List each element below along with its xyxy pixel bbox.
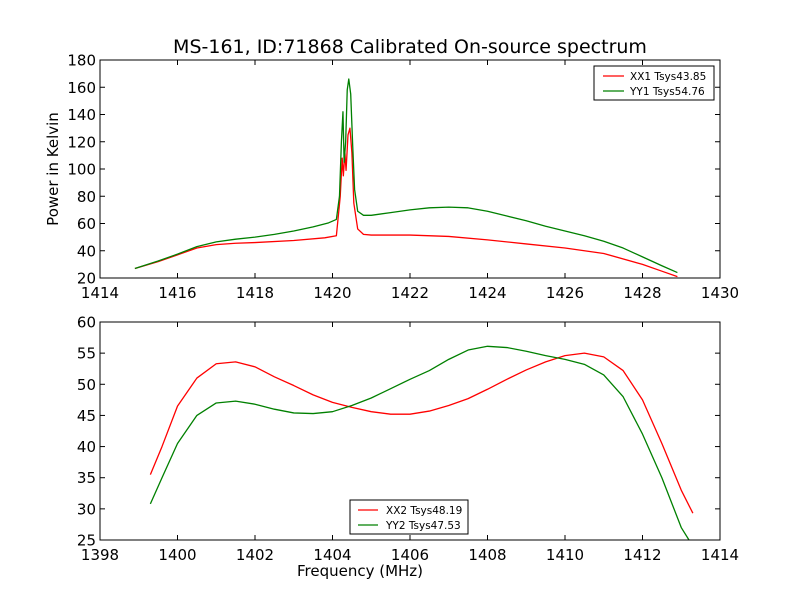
y-tick-label: 20 bbox=[77, 270, 96, 288]
y-tick-label: 100 bbox=[67, 161, 96, 179]
x-tick-label: 1412 bbox=[623, 546, 661, 564]
y-tick-label: 25 bbox=[77, 532, 96, 550]
series-line-2 bbox=[134, 78, 678, 274]
spectrum-panel-bottom: 1398 1400 1402 1404 1406 1408 1410 1412 1414 25 30… bbox=[77, 314, 739, 581]
legend: XX1 Tsys43.85 YY1 Tsys54.76 bbox=[593, 65, 715, 101]
series-line-1 bbox=[134, 127, 678, 278]
legend: XX2 Tsys48.19 YY2 Tsys47.53 bbox=[349, 499, 469, 535]
y-tick-label: 35 bbox=[77, 469, 96, 487]
x-tick-label: 1408 bbox=[468, 546, 506, 564]
x-tick-label: 1424 bbox=[468, 284, 506, 302]
legend-label-1: XX2 Tsys48.19 bbox=[386, 505, 462, 517]
y-tick-label: 45 bbox=[77, 407, 96, 425]
y-tick-label: 60 bbox=[77, 314, 96, 332]
x-tick-label: 1426 bbox=[546, 284, 584, 302]
x-tick-label: 1418 bbox=[236, 284, 274, 302]
y-tick-label: 40 bbox=[77, 242, 96, 260]
legend-label-2: YY1 Tsys54.76 bbox=[629, 86, 705, 98]
y-tick-label: 80 bbox=[77, 188, 96, 206]
x-tick-label: 1420 bbox=[313, 284, 351, 302]
y-tick-label: 160 bbox=[67, 79, 96, 97]
y-axis-label: Power in Kelvin bbox=[44, 112, 62, 226]
y-tick-label: 30 bbox=[77, 500, 96, 518]
series-line-2 bbox=[149, 345, 690, 540]
y-tick-label: 120 bbox=[67, 133, 96, 151]
x-tick-label: 1398 bbox=[81, 546, 119, 564]
legend-label-2: YY2 Tsys47.53 bbox=[385, 520, 461, 532]
spectrum-panel-top: 1414 1416 1418 1420 1422 1424 1426 1428 1430 20 40… bbox=[44, 52, 739, 303]
x-tick-label: 1430 bbox=[701, 284, 739, 302]
x-tick-label: 1404 bbox=[313, 546, 351, 564]
x-axis-label: Frequency (MHz) bbox=[297, 562, 423, 580]
y-tick-label: 140 bbox=[67, 106, 96, 124]
x-tick-label: 1402 bbox=[236, 546, 274, 564]
x-tick-label: 1410 bbox=[546, 546, 584, 564]
x-tick-label: 1416 bbox=[158, 284, 196, 302]
x-tick-label: 1406 bbox=[391, 546, 429, 564]
y-tick-label: 55 bbox=[77, 345, 96, 363]
x-tick-label: 1400 bbox=[158, 546, 196, 564]
y-tick-label: 40 bbox=[77, 438, 96, 456]
chart-title: MS-161, ID:71868 Calibrated On-source sp… bbox=[173, 36, 647, 58]
y-tick-label: 50 bbox=[77, 376, 96, 394]
x-tick-label: 1422 bbox=[391, 284, 429, 302]
series-line-1 bbox=[149, 352, 694, 514]
legend-box bbox=[593, 65, 715, 101]
x-tick-label: 1414 bbox=[81, 284, 119, 302]
legend-box bbox=[349, 499, 469, 535]
y-tick-label: 60 bbox=[77, 215, 96, 233]
y-tick-label: 180 bbox=[67, 52, 96, 70]
x-tick-label: 1428 bbox=[623, 284, 661, 302]
legend-label-1: XX1 Tsys43.85 bbox=[630, 71, 706, 83]
x-tick-label: 1414 bbox=[701, 546, 739, 564]
